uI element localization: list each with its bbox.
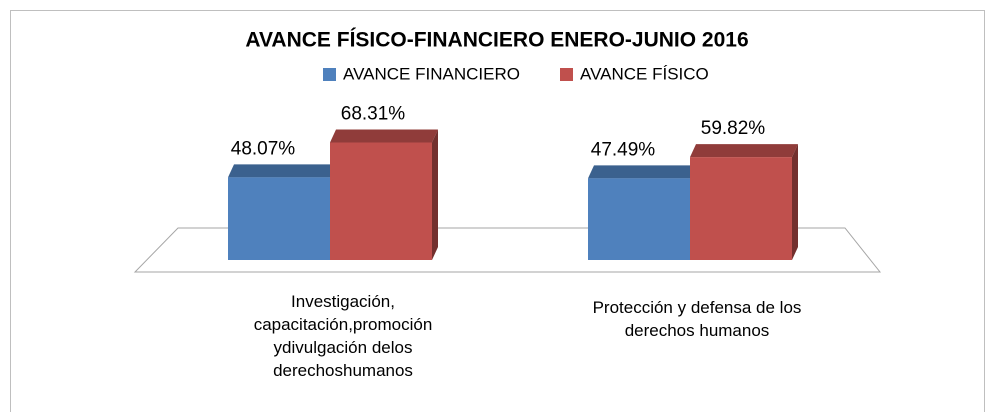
data-label: 48.07% (231, 138, 296, 159)
bar-face (588, 165, 696, 179)
bar-face (228, 177, 330, 260)
bar (690, 144, 798, 260)
chart-title: AVANCE FÍSICO-FINANCIERO ENERO-JUNIO 201… (245, 29, 748, 52)
bar (330, 129, 438, 260)
data-label: 59.82% (701, 118, 766, 139)
data-label: 68.31% (341, 104, 406, 125)
x-tick-label: Protección y defensa de los derechos hum… (592, 298, 802, 340)
bar-face (792, 144, 798, 260)
legend-label: AVANCE FÍSICO (580, 64, 709, 83)
bar-face (330, 142, 432, 260)
chart-border (10, 10, 985, 412)
bar-face (432, 129, 438, 260)
x-tick-label: Investigación, capacitación,promoción yd… (253, 292, 433, 380)
bar-face (690, 157, 792, 260)
bar-face (330, 129, 438, 143)
data-label: 47.49% (591, 139, 656, 160)
bar (228, 164, 336, 260)
legend-swatch (323, 68, 336, 81)
bar-face (690, 144, 798, 158)
legend-swatch (560, 68, 573, 81)
bar-face (228, 164, 336, 178)
bar (588, 165, 696, 260)
bar-face (588, 178, 690, 260)
legend-label: AVANCE FINANCIERO (343, 64, 520, 83)
